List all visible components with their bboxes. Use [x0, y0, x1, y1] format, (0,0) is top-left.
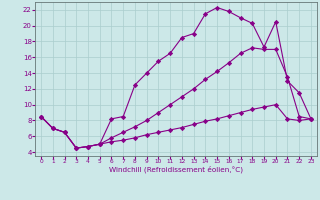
- X-axis label: Windchill (Refroidissement éolien,°C): Windchill (Refroidissement éolien,°C): [109, 166, 243, 173]
